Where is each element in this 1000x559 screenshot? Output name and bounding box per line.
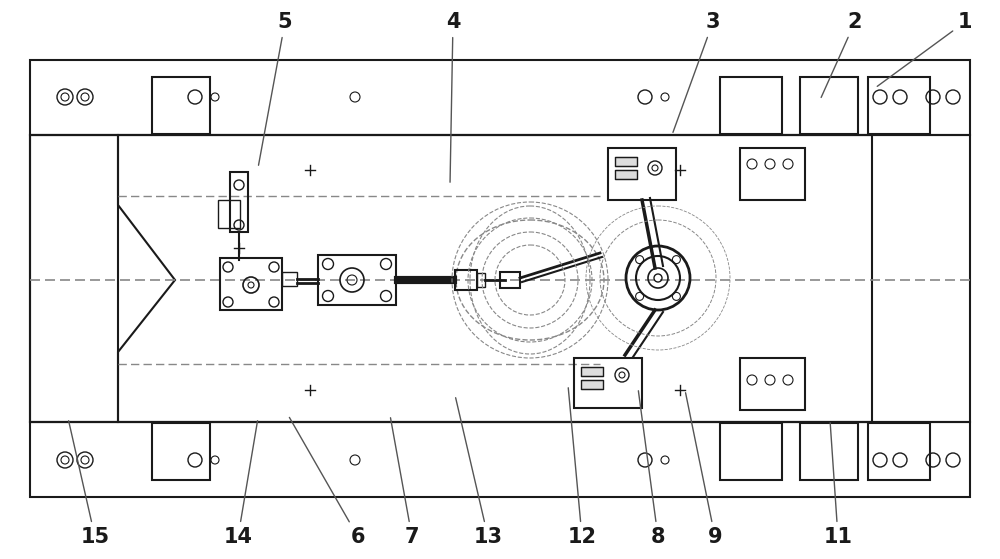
Text: 6: 6 — [289, 418, 365, 547]
Text: 13: 13 — [456, 397, 503, 547]
Text: 15: 15 — [69, 421, 110, 547]
Bar — [477, 273, 485, 287]
Text: 1: 1 — [877, 12, 972, 86]
Bar — [740, 358, 805, 410]
Bar — [740, 148, 805, 200]
Bar — [318, 255, 396, 305]
Text: 8: 8 — [638, 391, 665, 547]
Bar — [500, 272, 520, 288]
Bar — [720, 77, 782, 134]
Bar — [220, 258, 282, 310]
Bar — [615, 170, 637, 179]
Bar — [30, 135, 970, 422]
Bar — [800, 77, 858, 134]
Text: 3: 3 — [673, 12, 720, 132]
Bar — [608, 148, 676, 200]
Bar — [30, 422, 970, 497]
Bar — [868, 77, 930, 134]
Text: 12: 12 — [568, 388, 596, 547]
Text: 11: 11 — [824, 423, 852, 547]
Text: 4: 4 — [446, 12, 460, 182]
Bar — [152, 423, 210, 480]
Bar — [30, 60, 970, 135]
Bar — [230, 172, 248, 232]
Bar — [282, 272, 297, 286]
Text: 7: 7 — [390, 418, 419, 547]
Text: 5: 5 — [259, 12, 292, 165]
Bar — [218, 200, 240, 228]
Bar — [581, 367, 603, 376]
Bar — [720, 423, 782, 480]
Bar — [800, 423, 858, 480]
Text: 14: 14 — [224, 421, 258, 547]
Bar — [615, 157, 637, 166]
Bar — [152, 77, 210, 134]
Bar — [574, 358, 642, 408]
Bar — [581, 380, 603, 389]
Bar — [868, 423, 930, 480]
Bar — [455, 270, 477, 290]
Bar — [118, 135, 872, 422]
Text: 2: 2 — [821, 12, 862, 97]
Text: 9: 9 — [686, 393, 722, 547]
